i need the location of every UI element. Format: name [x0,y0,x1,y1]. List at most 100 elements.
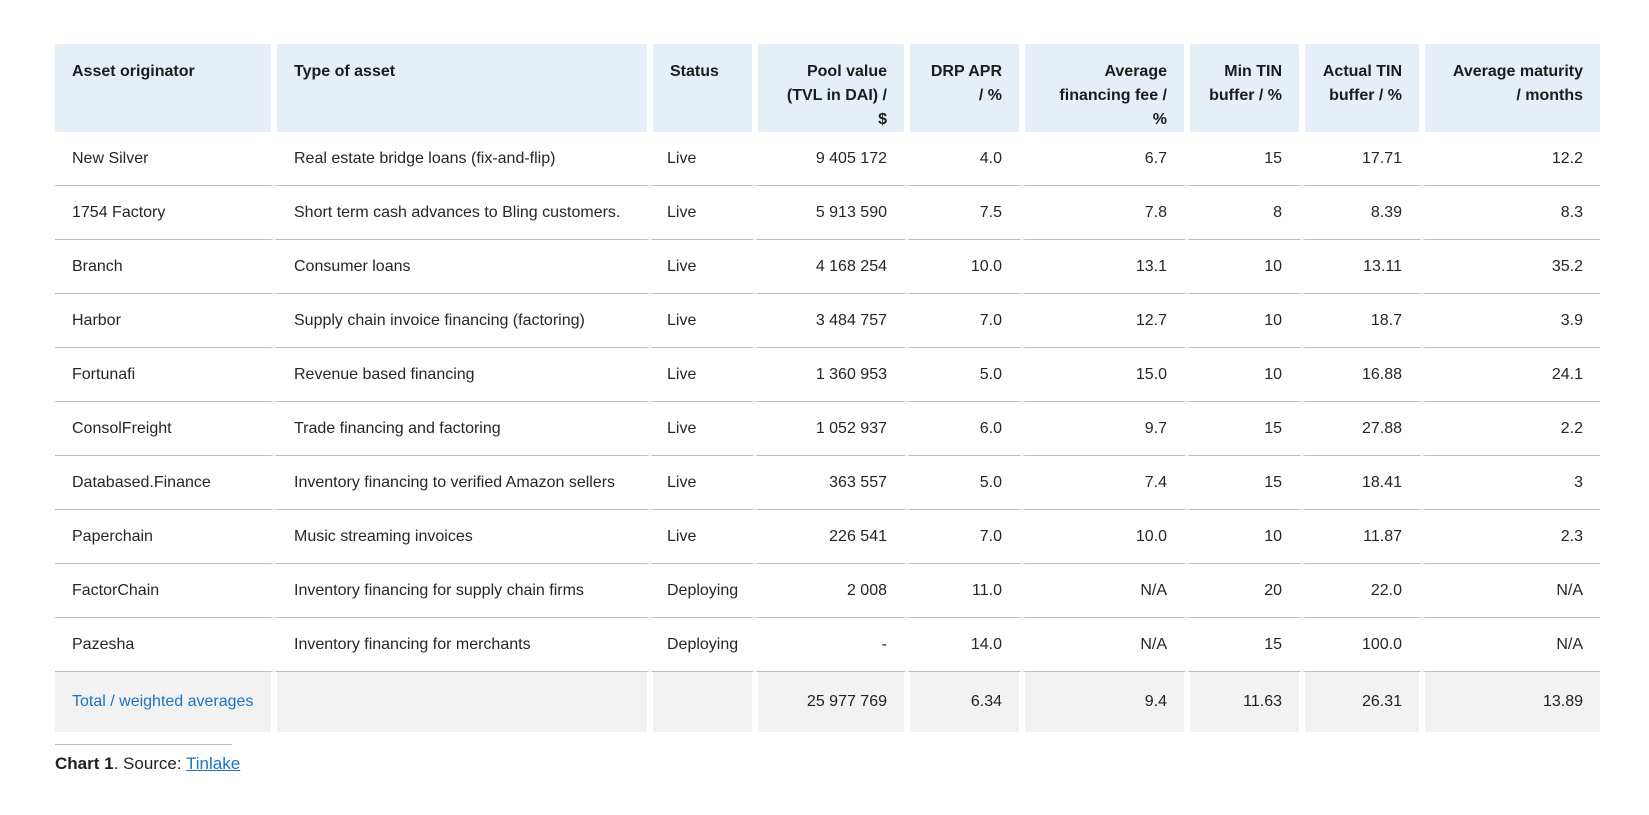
cell-actual-tin-buffer: 18.41 [1302,456,1422,510]
cell-status: Live [650,186,755,240]
cell-status: Live [650,510,755,564]
cell-actual-tin-buffer: 16.88 [1302,348,1422,402]
cell-asset-originator: Pazesha [55,618,274,672]
cell-min-tin-buffer: 15 [1187,456,1302,510]
caption-source-text: . Source: [113,754,187,773]
header-row: Asset originator Type of asset Status Po… [55,44,1600,132]
table-row: Fortunafi Revenue based financing Live 1 36… [55,348,1600,402]
cell-type-of-asset: Revenue based financing [274,348,650,402]
cell-status: Deploying [650,564,755,618]
cell-pool-value: 1 360 953 [755,348,907,402]
table-header: Asset originator Type of asset Status Po… [55,44,1600,132]
cell-average-maturity: N/A [1422,564,1600,618]
cell-pool-value: - [755,618,907,672]
cell-pool-value: 9 405 172 [755,132,907,186]
cell-actual-tin-buffer: 22.0 [1302,564,1422,618]
cell-drp-apr: 14.0 [907,618,1022,672]
cell-type-of-asset: Inventory financing to verified Amazon s… [274,456,650,510]
cell-average-financing-fee: 9.7 [1022,402,1187,456]
cell-average-financing-fee: 7.8 [1022,186,1187,240]
cell-average-maturity: 35.2 [1422,240,1600,294]
table-footer: Total / weighted averages 25 977 769 6.3… [55,672,1600,732]
header-asset-originator: Asset originator [55,44,274,132]
cell-average-financing-fee: N/A [1022,618,1187,672]
total-type-cell [274,672,650,732]
cell-drp-apr: 7.0 [907,510,1022,564]
cell-min-tin-buffer: 15 [1187,402,1302,456]
cell-average-financing-fee: N/A [1022,564,1187,618]
cell-average-financing-fee: 15.0 [1022,348,1187,402]
table-row: Databased.Finance Inventory financing to … [55,456,1600,510]
cell-actual-tin-buffer: 8.39 [1302,186,1422,240]
table-row: Harbor Supply chain invoice financing (fa… [55,294,1600,348]
cell-asset-originator: 1754 Factory [55,186,274,240]
cell-average-maturity: 2.3 [1422,510,1600,564]
cell-pool-value: 5 913 590 [755,186,907,240]
cell-actual-tin-buffer: 27.88 [1302,402,1422,456]
table-row: Paperchain Music streaming invoices Live 22… [55,510,1600,564]
caption-divider [55,744,232,745]
cell-min-tin-buffer: 10 [1187,348,1302,402]
total-label: Total / weighted averages [55,672,274,732]
cell-type-of-asset: Music streaming invoices [274,510,650,564]
cell-type-of-asset: Real estate bridge loans (fix-and-flip) [274,132,650,186]
cell-min-tin-buffer: 8 [1187,186,1302,240]
total-row: Total / weighted averages 25 977 769 6.3… [55,672,1600,732]
cell-asset-originator: Harbor [55,294,274,348]
header-average-financing-fee: Average financing fee / % [1022,44,1187,132]
cell-type-of-asset: Inventory financing for supply chain fir… [274,564,650,618]
cell-pool-value: 363 557 [755,456,907,510]
total-actual-tin-buffer: 26.31 [1302,672,1422,732]
cell-pool-value: 2 008 [755,564,907,618]
cell-type-of-asset: Consumer loans [274,240,650,294]
cell-status: Live [650,240,755,294]
total-average-financing-fee: 9.4 [1022,672,1187,732]
table-row: FactorChain Inventory financing for suppl… [55,564,1600,618]
cell-pool-value: 1 052 937 [755,402,907,456]
cell-average-financing-fee: 6.7 [1022,132,1187,186]
cell-type-of-asset: Short term cash advances to Bling custom… [274,186,650,240]
header-drp-apr: DRP APR / % [907,44,1022,132]
cell-min-tin-buffer: 10 [1187,510,1302,564]
header-type-of-asset: Type of asset [274,44,650,132]
total-average-maturity: 13.89 [1422,672,1600,732]
total-min-tin-buffer: 11.63 [1187,672,1302,732]
cell-asset-originator: Fortunafi [55,348,274,402]
header-status: Status [650,44,755,132]
asset-originators-table-container: Asset originator Type of asset Status Po… [55,44,1600,732]
cell-pool-value: 3 484 757 [755,294,907,348]
source-link-tinlake[interactable]: Tinlake [186,754,241,773]
cell-average-maturity: 3.9 [1422,294,1600,348]
table-row: Branch Consumer loans Live 4 168 254 10.0 13.… [55,240,1600,294]
total-status-cell [650,672,755,732]
cell-average-financing-fee: 13.1 [1022,240,1187,294]
header-pool-value: Pool value (TVL in DAI) / $ [755,44,907,132]
cell-pool-value: 226 541 [755,510,907,564]
cell-average-maturity: 8.3 [1422,186,1600,240]
cell-actual-tin-buffer: 11.87 [1302,510,1422,564]
table-row: ConsolFreight Trade financing and factori… [55,402,1600,456]
cell-status: Live [650,294,755,348]
cell-asset-originator: Branch [55,240,274,294]
cell-status: Live [650,402,755,456]
cell-asset-originator: Paperchain [55,510,274,564]
cell-actual-tin-buffer: 17.71 [1302,132,1422,186]
cell-average-maturity: 12.2 [1422,132,1600,186]
total-drp-apr: 6.34 [907,672,1022,732]
cell-type-of-asset: Trade financing and factoring [274,402,650,456]
cell-min-tin-buffer: 20 [1187,564,1302,618]
cell-average-financing-fee: 7.4 [1022,456,1187,510]
cell-asset-originator: FactorChain [55,564,274,618]
cell-drp-apr: 11.0 [907,564,1022,618]
header-actual-tin-buffer: Actual TIN buffer / % [1302,44,1422,132]
cell-drp-apr: 4.0 [907,132,1022,186]
cell-drp-apr: 7.0 [907,294,1022,348]
cell-status: Deploying [650,618,755,672]
cell-drp-apr: 6.0 [907,402,1022,456]
chart-caption: Chart 1. Source: Tinlake [55,752,240,776]
cell-drp-apr: 7.5 [907,186,1022,240]
cell-average-financing-fee: 12.7 [1022,294,1187,348]
total-pool-value: 25 977 769 [755,672,907,732]
cell-pool-value: 4 168 254 [755,240,907,294]
header-min-tin-buffer: Min TIN buffer / % [1187,44,1302,132]
